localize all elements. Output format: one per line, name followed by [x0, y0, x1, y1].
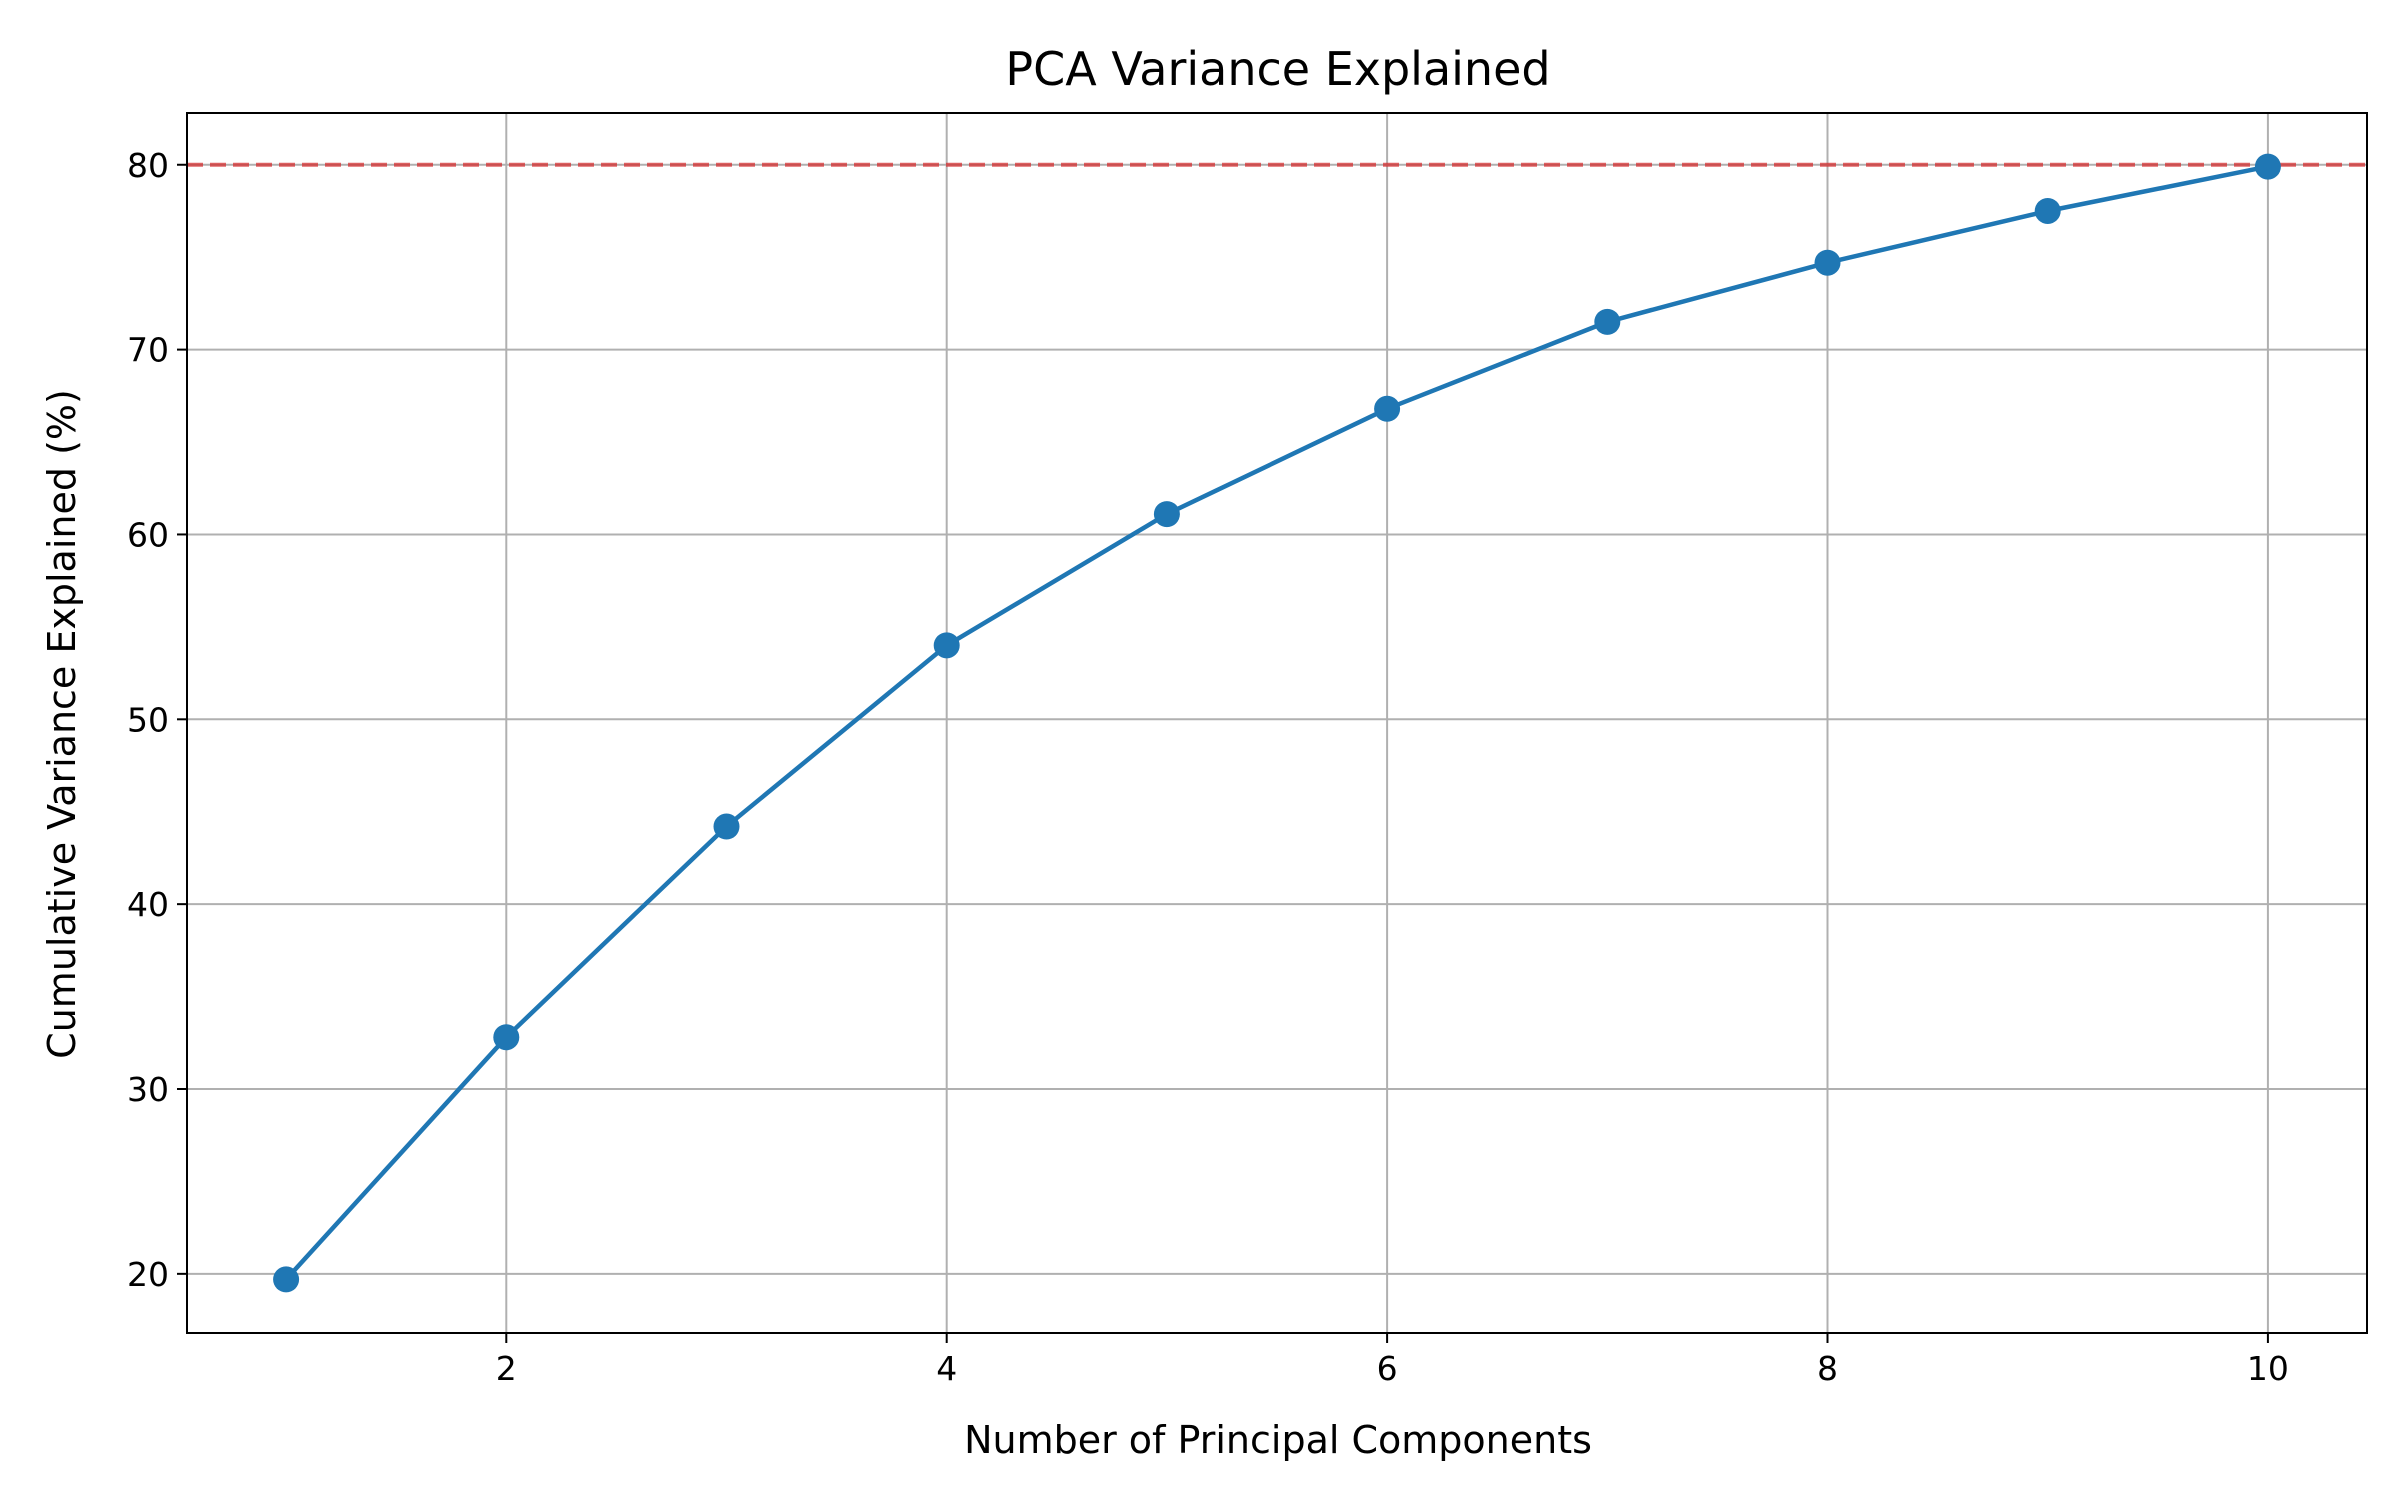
data-point: [713, 813, 740, 840]
series-line: [284, 164, 2269, 1281]
data-point: [493, 1024, 520, 1051]
x-tick-label: 2: [496, 1349, 517, 1388]
y-axis-ticks: 20 30 40 50 60 70 80: [127, 146, 187, 1294]
data-point: [2034, 197, 2061, 224]
plot-frame: [186, 112, 2368, 1334]
chart-title: PCA Variance Explained: [1005, 42, 1550, 96]
y-tick-label: 70: [127, 331, 169, 370]
grid-lines: [187, 113, 2367, 1333]
series-layer: [273, 153, 2281, 1293]
data-point: [1374, 395, 1401, 422]
data-point: [2254, 153, 2281, 180]
y-axis-title: Cumulative Variance Explained (%): [40, 389, 84, 1059]
y-tick-label: 20: [127, 1255, 169, 1294]
y-tick-label: 30: [127, 1070, 169, 1109]
x-axis-ticks: 2 4 6 8 10: [496, 1333, 2289, 1388]
x-tick-label: 4: [936, 1349, 957, 1388]
data-point: [1594, 308, 1621, 335]
y-tick-label: 60: [127, 515, 169, 554]
data-point: [1814, 249, 1841, 276]
data-point: [273, 1266, 300, 1293]
y-tick-label: 50: [127, 700, 169, 739]
x-tick-label: 8: [1817, 1349, 1838, 1388]
x-axis-title: Number of Principal Components: [964, 1418, 1592, 1462]
x-tick-label: 6: [1377, 1349, 1398, 1388]
data-point: [933, 632, 960, 659]
y-tick-label: 80: [127, 146, 169, 185]
y-tick-label: 40: [127, 885, 169, 924]
data-point: [1153, 501, 1180, 528]
x-tick-label: 10: [2247, 1349, 2289, 1388]
